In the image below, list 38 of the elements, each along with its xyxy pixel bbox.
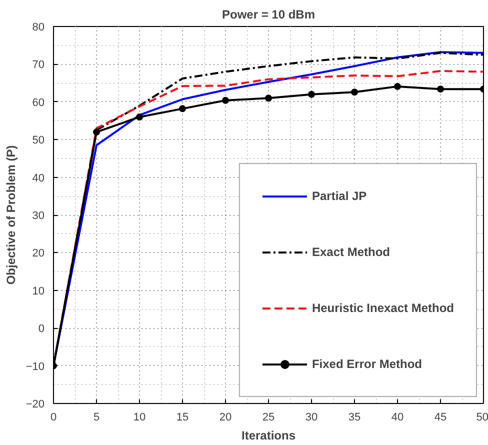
y-tick-label: 60 <box>32 96 45 109</box>
point <box>179 105 186 112</box>
point <box>222 96 229 104</box>
legend-label: Partial JP <box>312 189 367 203</box>
y-tick-label: 20 <box>32 248 45 260</box>
x-tick-label: 0 <box>50 412 57 424</box>
point <box>437 86 444 93</box>
x-tick-label: 25 <box>262 412 275 424</box>
legend-label: Exact Method <box>312 245 390 259</box>
y-axis-title: Objective of Problem (P) <box>4 145 18 285</box>
chart-title: Power = 10 dBm <box>222 8 316 22</box>
x-tick-label: 30 <box>305 412 318 424</box>
x-tick-label: 50 <box>476 412 488 424</box>
point <box>351 88 358 96</box>
point <box>394 82 401 90</box>
y-tick-label: 10 <box>32 285 45 298</box>
legend-label: Heuristic Inexact Method <box>312 301 454 315</box>
y-tick-label: −10 <box>26 360 45 373</box>
legend-label: Fixed Error Method <box>312 357 422 371</box>
point <box>93 128 100 136</box>
x-tick-label: 5 <box>93 412 100 424</box>
point <box>308 90 315 98</box>
y-tick-label: −20 <box>26 398 45 410</box>
x-tick-label: 15 <box>176 412 189 424</box>
x-tick-label: 45 <box>434 412 447 424</box>
x-tick-label: 40 <box>391 412 404 424</box>
x-tick-label: 20 <box>219 412 232 424</box>
x-tick-label: 10 <box>133 412 146 424</box>
y-tick-label: 70 <box>32 59 45 72</box>
x-axis-title: Iterations <box>241 428 296 442</box>
y-tick-label: 40 <box>32 172 45 184</box>
x-tick-label: 35 <box>348 412 361 424</box>
y-tick-label: 80 <box>32 22 45 34</box>
y-tick-label: 50 <box>32 134 45 147</box>
point <box>136 113 143 120</box>
y-tick-label: 30 <box>32 210 45 222</box>
point <box>265 94 272 102</box>
y-tick-label: 0 <box>38 323 45 336</box>
